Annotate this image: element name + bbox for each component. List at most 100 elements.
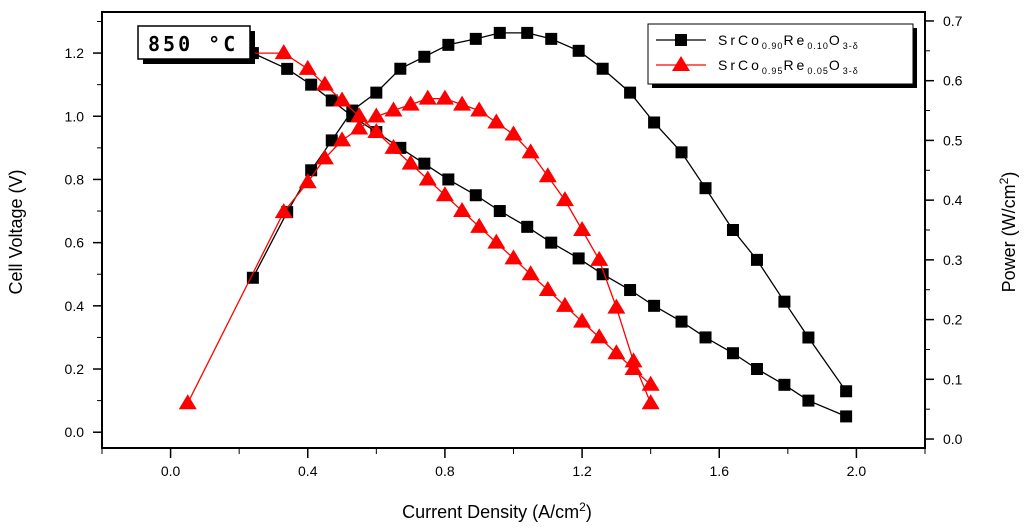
legend-item-2: SrCo0.95Re0.05O3-δ [656, 56, 858, 76]
series-layer [178, 26, 853, 423]
x-tick-label: 0.0 [161, 463, 181, 479]
x-axis-title: Current Density (A/cm2) [402, 500, 592, 522]
voltage-point [298, 59, 317, 75]
legend-marker [675, 34, 687, 46]
power-point [641, 394, 660, 410]
power-point [325, 134, 338, 147]
power-point [572, 44, 585, 57]
y-right-tick-label: 0.1 [943, 371, 963, 387]
y-right-axis-ticks: 0.0 0.1 0.2 0.3 0.4 0.5 0.6 0.7 [925, 13, 963, 447]
legend-item-1: SrCo0.90Re0.10O3-δ [656, 32, 859, 51]
y-left-tick-label: 0.6 [65, 235, 85, 251]
power-point [453, 95, 472, 111]
power-point [521, 26, 534, 39]
voltage-point [675, 315, 688, 328]
voltage-point [487, 233, 506, 249]
power-point [333, 131, 352, 147]
power-line [187, 97, 652, 404]
temperature-label: 850 °C [148, 32, 238, 56]
y-left-axis-ticks: 0.0 0.2 0.4 0.6 0.8 1.0 1.2 [65, 20, 102, 440]
power-point [802, 331, 815, 344]
power-point [607, 298, 626, 314]
legend-marker [672, 56, 690, 71]
voltage-point [648, 299, 661, 312]
power-point [370, 86, 383, 99]
legend: SrCo0.90Re0.10O3-δ SrCo0.95Re0.05O3-δ [647, 23, 917, 88]
voltage-point [802, 394, 815, 407]
power-point [590, 250, 609, 266]
voltage-point [538, 281, 557, 297]
x-tick-label: 1.6 [710, 463, 730, 479]
voltage-point [325, 94, 338, 107]
power-point [699, 182, 712, 195]
power-point [840, 385, 853, 398]
power-point [648, 116, 661, 129]
power-point [573, 221, 592, 236]
voltage-point [607, 344, 626, 360]
temperature-annotation: 850 °C [137, 25, 255, 64]
power-point [274, 203, 293, 219]
voltage-point [469, 189, 482, 202]
voltage-point [521, 265, 540, 281]
voltage-point [350, 107, 369, 123]
voltage-point [504, 249, 523, 265]
y-right-tick-label: 0.3 [943, 252, 963, 268]
voltage-point [418, 157, 431, 170]
power-point [538, 167, 557, 183]
x-tick-label: 0.4 [298, 463, 318, 479]
power-point [487, 113, 506, 129]
voltage-point [305, 78, 318, 91]
power-point [315, 149, 334, 165]
voltage-point [333, 91, 352, 107]
power-point [401, 95, 420, 111]
power-point [305, 164, 318, 177]
voltage-point [590, 328, 609, 344]
power-point [545, 32, 558, 45]
y-right-tick-label: 0.5 [943, 132, 963, 148]
voltage-point [384, 138, 403, 154]
voltage-point [418, 170, 437, 186]
x-axis-ticks: 0.0 0.4 0.8 1.2 1.6 2.0 [101, 448, 926, 479]
voltage-point [573, 312, 592, 328]
power-point [624, 86, 637, 99]
power-point [367, 107, 386, 123]
y-left-tick-label: 1.0 [65, 108, 85, 124]
y-right-tick-label: 0.4 [943, 192, 963, 208]
x-tick-label: 1.2 [572, 463, 592, 479]
y-left-tick-label: 0.0 [65, 424, 85, 440]
y-right-axis-title: Power (W/cm2) [997, 172, 1019, 293]
voltage-point [470, 217, 489, 233]
power-point [750, 253, 763, 266]
power-point [521, 143, 540, 159]
voltage-point [840, 410, 853, 423]
voltage-point [778, 378, 791, 391]
voltage-point [641, 375, 660, 391]
series-2 [178, 44, 660, 410]
voltage-point [493, 205, 506, 218]
power-point [470, 101, 489, 117]
voltage-point [521, 220, 534, 233]
voltage-line [187, 52, 652, 386]
voltage-point [453, 202, 472, 218]
power-point [418, 89, 437, 105]
power-point [394, 62, 407, 75]
power-point [504, 125, 523, 141]
power-point [442, 38, 455, 51]
power-point [469, 32, 482, 45]
voltage-point [624, 284, 637, 297]
power-point [493, 26, 506, 39]
y-right-tick-label: 0.2 [943, 312, 963, 328]
power-point [596, 62, 609, 75]
y-left-tick-label: 0.8 [65, 171, 85, 187]
legend-label: SrCo0.90Re0.10O3-δ [718, 32, 859, 51]
x-tick-label: 0.8 [435, 463, 455, 479]
voltage-point [401, 154, 420, 170]
voltage-point [572, 252, 585, 265]
y-left-tick-label: 1.2 [65, 45, 85, 61]
power-point [624, 352, 643, 368]
voltage-point [699, 331, 712, 344]
power-point [298, 173, 317, 189]
y-left-tick-label: 0.2 [65, 361, 85, 377]
power-point [178, 394, 197, 410]
